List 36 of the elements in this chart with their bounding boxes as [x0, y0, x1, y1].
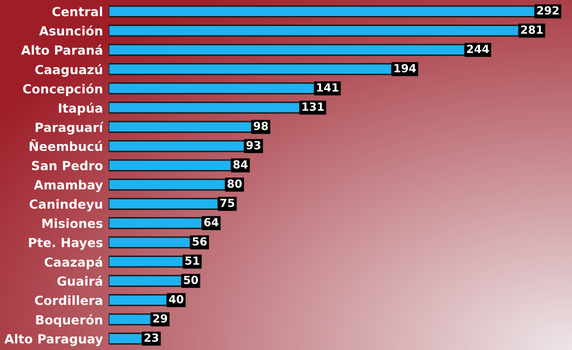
y-tick-label: Misiones — [42, 218, 103, 228]
y-tick-label: Caazapá — [44, 256, 102, 270]
data-label: 292 — [537, 6, 559, 15]
data-label: 75 — [220, 198, 234, 208]
data-label: 50 — [184, 276, 198, 284]
data-label: 29 — [153, 314, 168, 323]
y-tick-label: Concepción — [23, 83, 102, 96]
y-tick-label: Itapúa — [58, 102, 102, 116]
data-label: 56 — [192, 237, 207, 246]
y-tick-label: Guairá — [57, 276, 102, 286]
y-tick-label: Ñeembucú — [30, 139, 102, 152]
data-label: 80 — [228, 179, 242, 188]
y-tick-label: Paraguarí — [36, 122, 104, 135]
data-label: 51 — [185, 256, 200, 265]
y-tick-label: Cordillera — [34, 295, 102, 306]
data-label: 64 — [204, 218, 218, 226]
data-label: 98 — [254, 122, 268, 130]
y-tick-label: Pte. Hayes — [28, 238, 103, 250]
y-tick-label: Asunción — [39, 25, 102, 36]
y-tick-label: Alto Paraguay — [4, 334, 103, 346]
y-tick-label: Central — [52, 6, 102, 16]
data-label: 141 — [317, 83, 338, 92]
data-label: 194 — [394, 64, 416, 72]
data-label: 23 — [144, 333, 158, 342]
y-tick-label: San Pedro — [32, 160, 103, 170]
data-label: 131 — [302, 102, 324, 111]
y-tick-label: Alto Paraná — [21, 44, 102, 55]
data-label: 281 — [521, 25, 543, 34]
data-label: 244 — [467, 44, 489, 53]
y-tick-label: Caaguazú — [35, 64, 102, 77]
y-tick-label: Canindeyu — [30, 199, 102, 212]
data-label: 40 — [168, 294, 184, 304]
data-label: 84 — [233, 160, 248, 169]
y-tick-label: Amambay — [34, 180, 103, 192]
y-tick-label: Boquerón — [36, 314, 102, 327]
data-label: 93 — [246, 140, 260, 150]
